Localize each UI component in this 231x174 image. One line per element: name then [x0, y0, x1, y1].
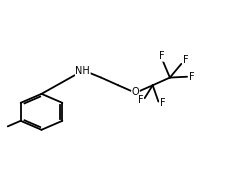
Text: F: F — [159, 98, 165, 108]
Text: F: F — [137, 95, 143, 105]
Text: F: F — [182, 55, 188, 65]
Text: O: O — [131, 88, 139, 97]
Text: F: F — [188, 72, 194, 82]
Text: F: F — [158, 51, 164, 61]
Text: NH: NH — [75, 66, 90, 76]
